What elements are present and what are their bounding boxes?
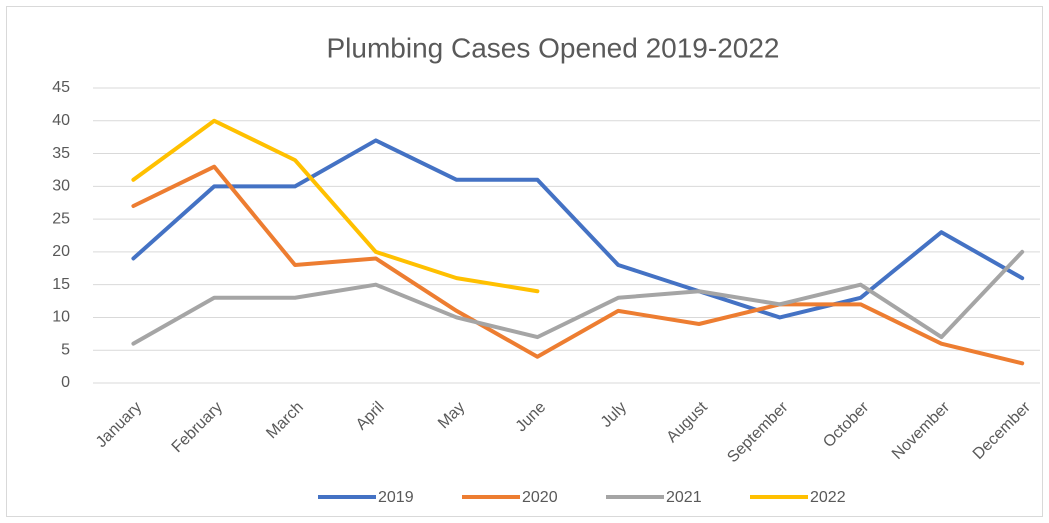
y-tick-label: 15 [52,276,70,293]
legend-label: 2021 [666,489,702,506]
chart-border [6,6,1043,517]
y-tick-label: 40 [52,112,70,129]
y-tick-label: 0 [61,374,70,391]
y-tick-label: 35 [52,145,70,162]
series-line [131,118,540,294]
chart-title: Plumbing Cases Opened 2019-2022 [327,32,780,63]
y-tick-label: 10 [52,309,70,326]
series-line [131,138,1025,320]
legend-label: 2022 [810,489,846,506]
y-tick-label: 25 [52,210,70,227]
series-line [131,249,1025,346]
y-tick-label: 20 [52,243,70,260]
y-tick-label: 45 [52,79,70,96]
y-tick-label: 5 [61,341,70,358]
legend-label: 2019 [378,489,414,506]
legend-label: 2020 [522,489,558,506]
series-line [131,164,1025,366]
y-tick-label: 30 [52,178,70,195]
